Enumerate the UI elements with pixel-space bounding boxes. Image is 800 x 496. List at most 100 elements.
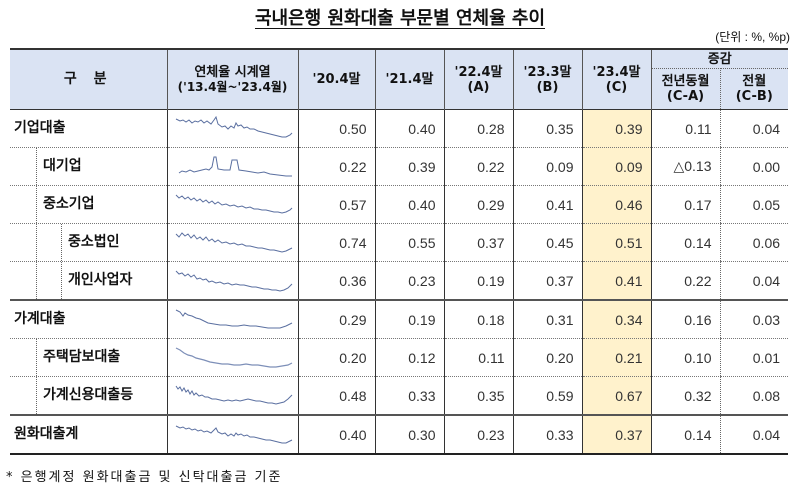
row-label: 가계대출 <box>10 300 167 339</box>
value-cell: 0.23 <box>374 261 444 301</box>
value-cell: 0.55 <box>374 223 444 262</box>
value-cell: 0.22 <box>443 147 513 186</box>
row-label: 기업대출 <box>10 109 167 148</box>
value-cell: 0.50 <box>297 109 375 148</box>
sparkline-cell <box>166 147 298 186</box>
line-chart-icon <box>175 194 292 214</box>
row-label: 주택담보대출 <box>10 338 167 377</box>
value-cell: 0.35 <box>443 376 513 416</box>
sparkline-cell <box>166 338 298 377</box>
value-cell: 0.74 <box>297 223 375 262</box>
header-col-label: 전월 <box>742 74 767 89</box>
table-row: 기업대출 0.50 0.40 0.28 0.35 0.39 0.11 0.04 <box>10 109 789 148</box>
value-cell: 0.37 <box>512 261 582 301</box>
table-row: 대기업 0.22 0.39 0.22 0.09 0.09 △0.13 0.00 <box>10 147 789 186</box>
row-label-text: 개인사업자 <box>61 262 167 299</box>
table-row: 원화대출계 0.40 0.30 0.23 0.33 0.37 0.14 0.04 <box>10 415 789 455</box>
header-col-label: 전년동월 <box>661 74 710 89</box>
header-col-sub: (B) <box>536 79 559 95</box>
line-chart-icon <box>175 231 292 253</box>
header-col-2004: '20.4말 <box>297 48 375 110</box>
row-label: 개인사업자 <box>10 261 167 301</box>
sparkline-cell <box>166 109 298 148</box>
line-chart-icon <box>178 156 292 176</box>
value-cell: 0.29 <box>443 185 513 224</box>
header-col-2104: '21.4말 <box>374 48 444 110</box>
header-col-label: '22.4말 <box>454 64 503 80</box>
value-cell: 0.45 <box>512 223 582 262</box>
value-cell-current: 0.41 <box>581 261 651 301</box>
value-cell: 0.33 <box>512 415 582 455</box>
diff-yoy-cell: 0.32 <box>650 376 720 416</box>
value-cell: 0.20 <box>297 338 375 377</box>
row-label-text: 가계대출 <box>14 311 66 327</box>
header-col-label: '21.4말 <box>385 72 434 87</box>
row-label: 대기업 <box>10 147 167 186</box>
row-label-text: 가계신용대출등 <box>36 377 167 414</box>
value-cell-current: 0.21 <box>581 338 651 377</box>
value-cell: 0.22 <box>297 147 375 186</box>
delinquency-table: 구 분 연체율 시계열 ('13.4월~'23.4월) '20.4말 '21.4… <box>10 48 789 455</box>
value-cell: 0.39 <box>374 147 444 186</box>
value-cell-current: 0.34 <box>581 300 651 339</box>
line-chart-icon <box>175 270 292 292</box>
row-label: 중소기업 <box>10 185 167 224</box>
value-cell: 0.40 <box>297 415 375 455</box>
diff-yoy-cell: 0.22 <box>650 261 720 301</box>
row-label: 중소법인 <box>10 223 167 262</box>
row-label-text: 원화대출계 <box>14 426 79 442</box>
diff-mom-cell: 0.04 <box>719 415 789 455</box>
value-cell: 0.11 <box>443 338 513 377</box>
line-chart-icon <box>175 346 292 368</box>
diff-mom-cell: 0.08 <box>719 376 789 416</box>
header-change-yoy: 전년동월 (C-A) <box>650 68 721 110</box>
value-cell: 0.28 <box>443 109 513 148</box>
value-cell: 0.18 <box>443 300 513 339</box>
value-cell-current: 0.67 <box>581 376 651 416</box>
row-label-text: 중소기업 <box>36 186 167 223</box>
header-series-label: 연체율 시계열 <box>194 64 271 80</box>
sparkline-cell <box>166 415 298 455</box>
header-col-label: '23.4말 <box>592 64 641 80</box>
sparkline-cell <box>166 376 298 416</box>
diff-mom-cell: 0.04 <box>719 109 789 148</box>
value-cell: 0.29 <box>297 300 375 339</box>
row-label: 원화대출계 <box>10 415 167 455</box>
value-cell: 0.37 <box>443 223 513 262</box>
diff-yoy-cell: 0.14 <box>650 415 720 455</box>
row-label-text: 기업대출 <box>14 120 66 136</box>
header-series: 연체율 시계열 ('13.4월~'23.4월) <box>166 48 298 110</box>
value-cell: 0.33 <box>374 376 444 416</box>
value-cell: 0.09 <box>512 147 582 186</box>
value-cell: 0.23 <box>443 415 513 455</box>
value-cell: 0.40 <box>374 109 444 148</box>
header-series-range: ('13.4월~'23.4월) <box>177 79 288 94</box>
sparkline-cell <box>166 185 298 224</box>
diff-mom-cell: 0.04 <box>719 261 789 301</box>
header-change-group: 증감 <box>650 48 789 69</box>
table-row: 중소법인 0.74 0.55 0.37 0.45 0.51 0.14 0.06 <box>10 223 789 262</box>
line-chart-icon <box>175 115 292 137</box>
row-label: 가계신용대출등 <box>10 376 167 416</box>
footnote: * 은행계정 원화대출금 및 신탁대출금 기준 <box>6 470 283 485</box>
diff-mom-cell: 0.05 <box>719 185 789 224</box>
table-row: 가계대출 0.29 0.19 0.18 0.31 0.34 0.16 0.03 <box>10 300 789 339</box>
value-cell-current: 0.37 <box>581 415 651 455</box>
table-row: 주택담보대출 0.20 0.12 0.11 0.20 0.21 0.10 0.0… <box>10 338 789 377</box>
header-col-sub: (C) <box>605 79 628 95</box>
diff-yoy-cell: 0.14 <box>650 223 720 262</box>
header-col-label: '23.3말 <box>523 64 572 80</box>
row-label-text: 주택담보대출 <box>36 339 167 376</box>
diff-mom-cell: 0.00 <box>719 147 789 186</box>
value-cell: 0.36 <box>297 261 375 301</box>
row-label-text: 중소법인 <box>61 224 167 261</box>
sparkline-cell <box>166 223 298 262</box>
header-col-2304: '23.4말 (C) <box>581 48 651 110</box>
value-cell: 0.19 <box>443 261 513 301</box>
value-cell-current: 0.51 <box>581 223 651 262</box>
line-chart-icon <box>175 385 292 405</box>
table-row: 개인사업자 0.36 0.23 0.19 0.37 0.41 0.22 0.04 <box>10 261 789 301</box>
value-cell: 0.19 <box>374 300 444 339</box>
value-cell: 0.31 <box>512 300 582 339</box>
diff-mom-cell: 0.03 <box>719 300 789 339</box>
